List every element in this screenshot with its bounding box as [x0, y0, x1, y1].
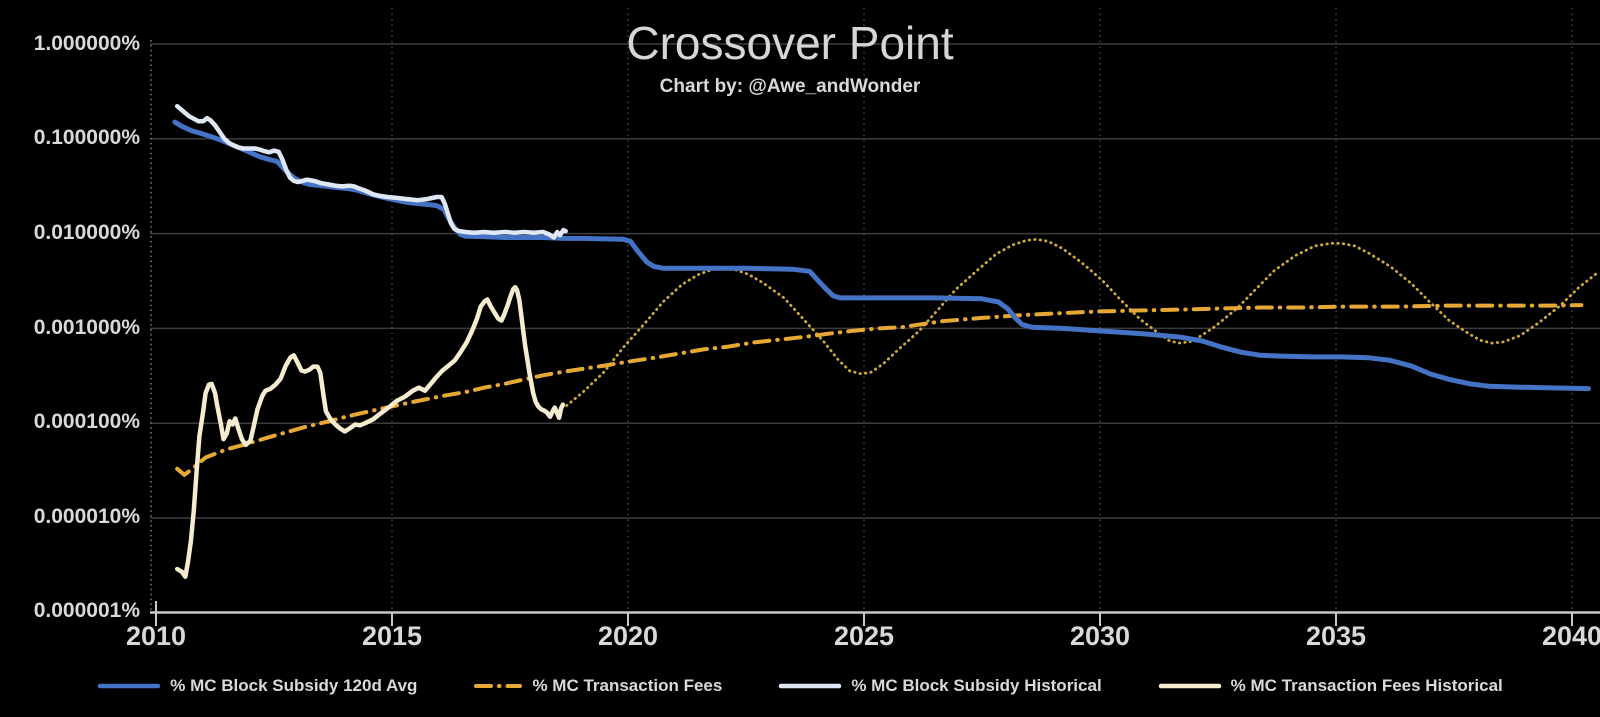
series-line-mc-transaction-fees-cycle-dotted	[565, 237, 1600, 408]
x-axis-label: 2025	[833, 621, 895, 651]
series-line-mc-block-subsidy-120d-avg	[172, 119, 1591, 392]
chart-credit: Chart by: @Awe_andWonder	[659, 76, 921, 97]
series-line-mc-block-subsidy-historical	[174, 103, 568, 240]
y-axis-label: 0.000001%	[33, 599, 140, 622]
legend-line-swatch	[97, 683, 161, 689]
legend-line-swatch	[474, 684, 523, 688]
legend-line-swatch	[779, 683, 842, 689]
legend-label: % MC Transaction Fees Historical	[1230, 676, 1503, 695]
x-axis-label: 2010	[125, 621, 187, 651]
y-axis-label: 0.000100%	[33, 410, 140, 433]
x-axis-label: 2035	[1305, 621, 1367, 651]
legend-label: % MC Transaction Fees	[532, 676, 723, 695]
legend-item-mc-block-subsidy-120d-avg: % MC Block Subsidy 120d Avg	[97, 676, 417, 696]
series-line-mc-transaction-fees-historical	[174, 284, 566, 580]
y-axis-label: 0.100000%	[33, 126, 140, 149]
series-line-mc-transaction-fees	[175, 303, 1584, 477]
y-axis-label: 0.000010%	[33, 505, 140, 528]
x-axis-label: 2030	[1069, 621, 1131, 651]
chart-title: Crossover Point	[626, 17, 954, 69]
legend-item-mc-transaction-fees-historical: % MC Transaction Fees Historical	[1158, 676, 1503, 696]
x-axis-label: 2040	[1541, 621, 1600, 651]
y-axis-label: 0.010000%	[33, 221, 140, 244]
legend-item-mc-transaction-fees: % MC Transaction Fees	[473, 676, 722, 696]
legend-line-swatch	[1158, 683, 1221, 689]
x-axis-label: 2015	[361, 621, 423, 651]
legend-item-mc-block-subsidy-historical: % MC Block Subsidy Historical	[778, 676, 1102, 696]
y-axis-label: 1.000000%	[33, 32, 140, 55]
y-axis-label: 0.001000%	[33, 316, 140, 339]
legend: % MC Block Subsidy 120d Avg % MC Transac…	[0, 666, 1600, 706]
legend-label: % MC Block Subsidy 120d Avg	[170, 676, 418, 695]
legend-label: % MC Block Subsidy Historical	[851, 676, 1102, 695]
x-axis-label: 2020	[597, 621, 659, 651]
